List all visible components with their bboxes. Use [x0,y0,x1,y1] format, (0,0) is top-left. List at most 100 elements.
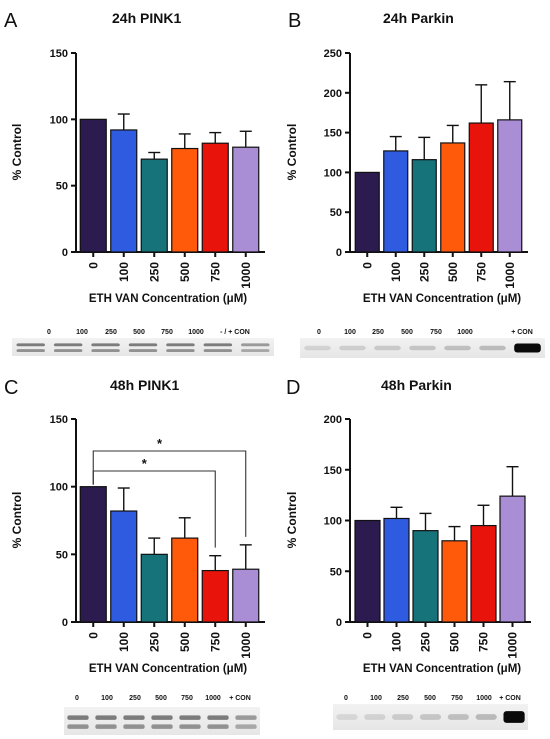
y-tick-label: 200 [324,88,342,100]
blot-background [300,338,545,358]
bar [354,171,380,253]
blot-band [16,343,45,347]
category-label: 250 [417,262,431,282]
y-tick-label: 50 [56,181,68,193]
blot-background [64,707,260,735]
blot-band [53,349,83,353]
significance-star: * [157,436,163,451]
blot-band [91,349,120,353]
blot-band [304,345,331,351]
bar [470,524,497,623]
category-label: 500 [178,632,192,652]
blot-lane-label: 500 [424,695,436,702]
y-tick-label: 100 [324,167,342,179]
bar [79,118,107,253]
y-tick-label: 0 [336,617,342,629]
panel-letter: B [288,10,301,32]
blot-band [241,343,270,347]
blot-lane-label: 750 [181,695,193,702]
category-label: 500 [446,262,460,282]
category-label: 250 [147,632,161,652]
blot-lane-label: + CON [511,329,533,336]
blot-lane-label: 100 [344,329,356,336]
y-axis-label: % Control [10,492,24,549]
bar [232,568,260,623]
y-axis-label: % Control [285,492,299,549]
blot-band [128,343,158,347]
blot-band [207,715,229,720]
significance-bracket [92,450,247,537]
blot-band [95,724,117,729]
western-blot-image [300,338,545,358]
chart-panel-a: A 24h PINK1 % Control 0 50 100 150 0 100 250 500 75… [4,10,274,356]
blot-lane-label: 1000 [188,329,204,336]
blot-band [339,345,366,351]
bar [201,142,229,253]
category-label: 1000 [239,262,253,289]
chart-panel-b: B 24h Parkin % Control 0 50 100 150 200 250 0 100 2… [285,10,545,358]
blot-band [475,714,497,720]
blot-background [333,704,528,730]
y-tick-label: 0 [62,617,68,629]
western-blot-image [64,707,260,735]
category-label: 1000 [239,632,253,659]
bar [468,122,494,253]
x-axis-label: ETH VAN Concentration (μM) [89,663,247,675]
y-axis-label: % Control [10,124,24,181]
category-label: 100 [390,632,404,652]
category-label: 1000 [503,262,517,289]
blot-band [91,343,120,347]
bar [140,553,168,623]
bar [440,142,466,253]
category-label: 500 [448,632,462,652]
x-axis-label: ETH VAN Concentration (μM) [363,663,521,675]
blot-lane-label: 750 [161,329,173,336]
x-axis-label: ETH VAN Concentration (μM) [89,293,247,305]
category-label: 0 [86,632,100,639]
blot-band [203,343,233,347]
y-tick-label: 150 [324,128,342,140]
blot-band [179,715,201,720]
bar [497,119,523,253]
blot-lane-label: 0 [317,329,321,336]
blot-lane-label: 100 [101,695,113,702]
blot-lane-label: 250 [105,329,117,336]
blot-band [392,714,414,720]
category-label: 250 [147,262,161,282]
blot-band [444,345,471,351]
y-tick-label: 150 [50,414,68,426]
blot-band [364,714,386,720]
bar [412,530,439,623]
western-blot-image [333,704,528,730]
blot-band [419,714,442,720]
chart-title: 48h Parkin [381,377,452,393]
blot-lane-label: 500 [155,695,167,702]
bar [201,569,229,623]
blot-band [166,349,195,353]
blot-lane-label: 750 [430,329,442,336]
blot-band [409,345,436,351]
chart-title: 24h Parkin [383,10,454,26]
y-tick-label: 50 [56,549,68,561]
blot-band [447,714,469,720]
blot-band [67,724,89,729]
blot-lane-label: 1000 [457,329,473,336]
y-tick-label: 50 [330,207,342,219]
blot-band [123,724,145,729]
blot-band [203,349,233,353]
blot-lane-label: 0 [344,695,348,702]
category-label: 0 [86,262,100,269]
panel-letter: D [286,377,300,399]
blot-band [479,345,506,351]
panel-letter: A [4,10,18,32]
blot-lane-label: + CON [229,695,251,702]
blot-band [128,349,158,353]
y-tick-label: 200 [324,414,342,426]
blot-band [53,343,83,347]
blot-lane-label: 100 [76,329,88,336]
blot-lane-label: 250 [397,695,409,702]
panel-letter: C [4,377,18,399]
blot-lane-label: 250 [372,329,384,336]
blot-band [151,724,173,729]
y-tick-label: 250 [324,48,342,60]
